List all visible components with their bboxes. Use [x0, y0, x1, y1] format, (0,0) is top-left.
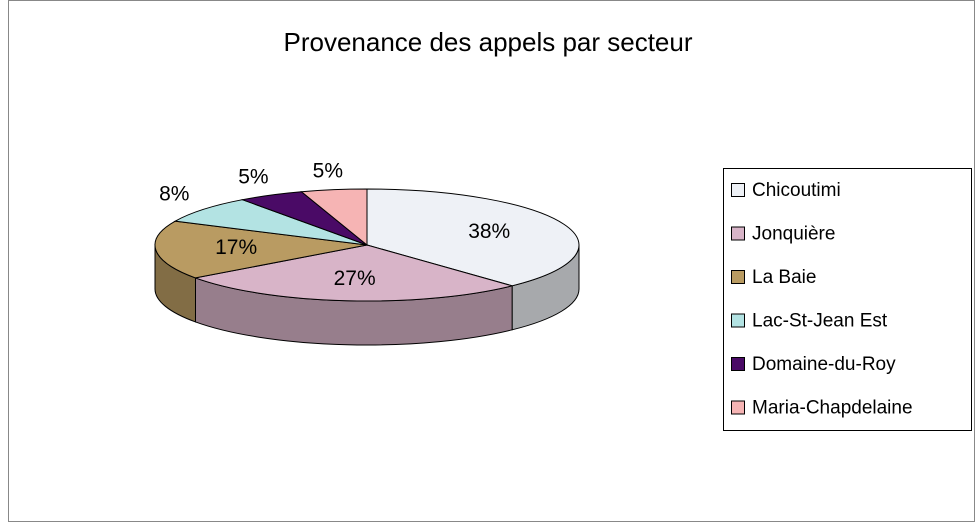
legend-label: Maria-Chapdelaine — [752, 398, 913, 419]
data-label: 8% — [159, 182, 189, 205]
data-label: 17% — [215, 236, 257, 259]
legend-swatch — [731, 270, 745, 284]
data-label: 38% — [468, 220, 510, 243]
legend-swatch — [731, 183, 745, 197]
legend-label: Jonquière — [752, 224, 835, 245]
legend-swatch — [731, 357, 745, 371]
slice — [193, 244, 515, 302]
slice — [154, 220, 368, 279]
legend-swatch — [731, 400, 745, 415]
slice — [173, 199, 368, 246]
legend-swatch — [731, 226, 745, 241]
legend-label: Domaine-du-Roy — [752, 354, 896, 375]
legend-label: Lac-St-Jean Est — [752, 311, 888, 332]
legend-label: La Baie — [752, 267, 816, 288]
legend-swatch — [731, 313, 745, 328]
legend-label: Chicoutimi — [752, 180, 841, 201]
slice — [300, 188, 368, 247]
data-label: 27% — [334, 267, 376, 290]
chart-title: Provenance des appels par secteur — [283, 27, 692, 57]
data-label: 5% — [313, 159, 343, 182]
data-label: 5% — [238, 166, 268, 189]
slice — [366, 188, 580, 287]
legend-box — [723, 168, 972, 431]
